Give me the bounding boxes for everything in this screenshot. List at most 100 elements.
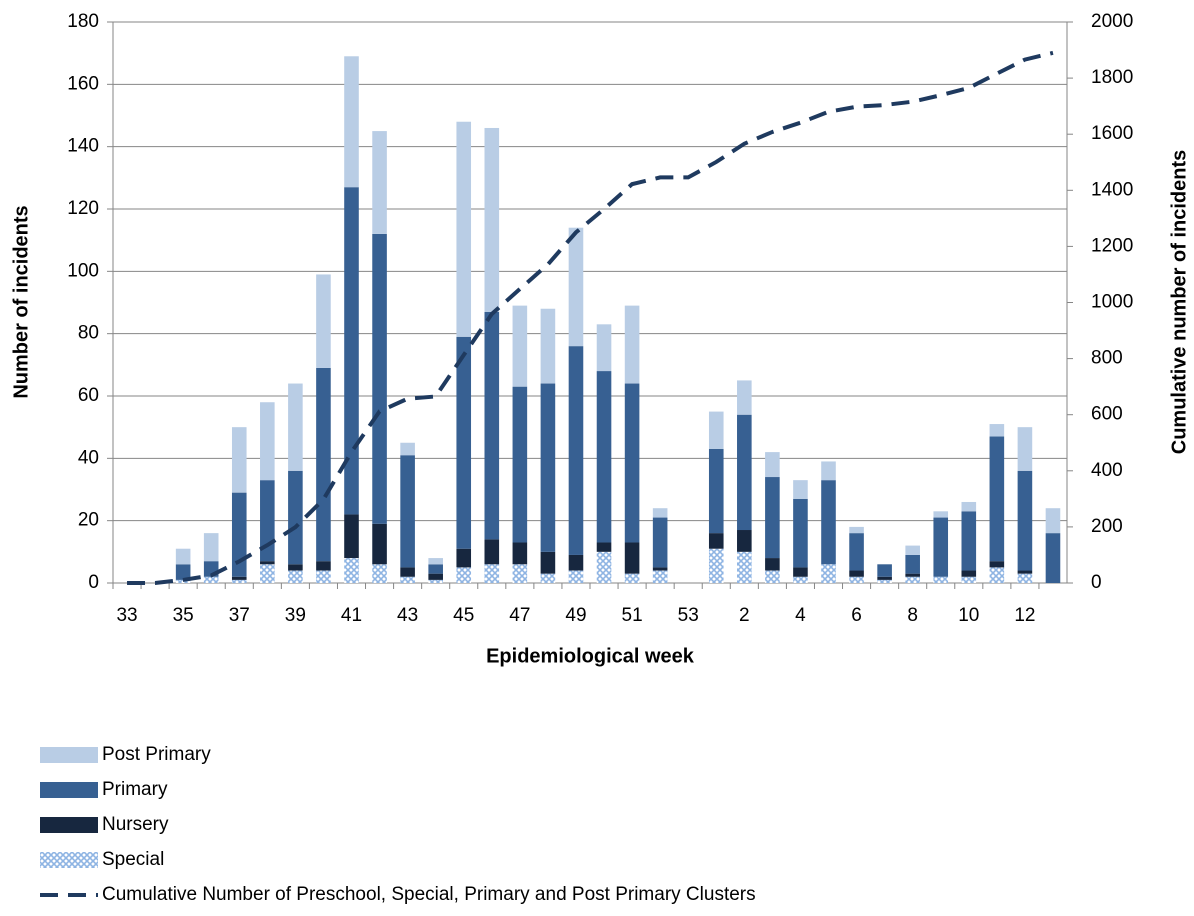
bar-segment <box>372 233 387 524</box>
bar-segment <box>456 121 472 337</box>
bar-segment <box>316 561 331 571</box>
bar-segment <box>316 367 331 562</box>
bar-segment <box>1045 533 1061 583</box>
bar-segment <box>540 308 556 384</box>
y-tick-label: 60 <box>78 385 99 406</box>
bar-segment <box>568 554 584 571</box>
bar-segment <box>1017 427 1033 471</box>
legend-swatch <box>40 747 98 763</box>
y-axis-title: Number of incidents <box>10 205 32 398</box>
y2-tick-label: 1200 <box>1091 235 1133 256</box>
bar-segment <box>708 533 724 549</box>
bar-segment <box>1017 470 1033 571</box>
bar-segment <box>989 424 1005 437</box>
y2-tick-label: 600 <box>1091 404 1123 425</box>
bar-segment <box>512 542 528 565</box>
bar-segment <box>484 564 500 583</box>
bar-segment <box>708 448 724 534</box>
bar-segment <box>737 380 752 415</box>
bar-segment <box>540 551 556 574</box>
bar-segment <box>793 576 808 583</box>
bar-segment <box>203 576 219 583</box>
bar-segment <box>512 564 528 583</box>
bar-segment <box>933 576 949 583</box>
bar-segment <box>624 305 640 384</box>
bar-segment <box>989 567 1005 583</box>
bar-segment <box>568 227 584 347</box>
bar-segment <box>596 371 612 543</box>
bar-segment <box>737 414 752 531</box>
bar-segment <box>821 564 836 583</box>
x-tick-label: 6 <box>851 605 862 626</box>
x-axis-title: Epidemiological week <box>486 645 695 667</box>
bar-segment <box>624 383 640 543</box>
bar-segment <box>260 564 275 583</box>
y2-tick-label: 1000 <box>1091 292 1133 313</box>
y2-tick-label: 2000 <box>1091 11 1133 32</box>
bar-segment <box>400 576 415 583</box>
bar-segment <box>793 498 808 568</box>
bar-segment <box>344 56 359 188</box>
bar-segment <box>821 461 836 481</box>
bar-segment <box>961 570 977 577</box>
bar-segment <box>288 383 303 471</box>
y-tick-label: 120 <box>67 198 99 219</box>
bar-segment <box>288 570 303 583</box>
bar-segment <box>849 576 864 583</box>
bar-segment <box>484 539 500 565</box>
bar-segment <box>708 548 724 583</box>
bar-segment <box>484 311 500 540</box>
bar-segment <box>428 558 443 565</box>
legend-label: Primary <box>102 779 168 800</box>
bar-segment <box>540 573 556 583</box>
bar-segment <box>652 567 668 571</box>
bar-segment <box>456 548 472 568</box>
bar-segment <box>400 442 415 456</box>
bar-segment <box>849 526 864 534</box>
bar-segment <box>652 570 668 583</box>
x-tick-label: 10 <box>958 605 979 626</box>
y-tick-label: 140 <box>67 136 99 157</box>
bar-segment <box>793 567 808 577</box>
bar-segment <box>905 573 920 577</box>
bar-segment <box>456 567 472 583</box>
x-tick-label: 39 <box>285 605 306 626</box>
bar-segment <box>316 274 331 368</box>
bar-segment <box>624 573 640 583</box>
bar-segment <box>961 511 977 571</box>
x-tick-label: 4 <box>795 605 806 626</box>
bar-segment <box>793 480 808 499</box>
x-tick-label: 8 <box>907 605 918 626</box>
bar-segment <box>933 511 949 518</box>
bar-segment <box>821 480 836 565</box>
bar-segment <box>231 579 247 583</box>
x-tick-label: 12 <box>1014 605 1035 626</box>
bar-segment <box>540 383 556 552</box>
y2-tick-label: 1800 <box>1091 67 1133 88</box>
x-tick-label: 49 <box>565 605 586 626</box>
y-tick-label: 180 <box>67 11 99 32</box>
bar-segment <box>989 561 1005 568</box>
bar-segment <box>905 545 920 555</box>
bar-segment <box>849 533 864 571</box>
bar-segment <box>596 551 612 583</box>
legend-swatch <box>40 817 98 833</box>
bar-segment <box>260 561 275 565</box>
bar-segment <box>231 492 247 577</box>
bar-segment <box>596 324 612 372</box>
bar-segment <box>456 336 472 549</box>
bar-segment <box>877 576 892 580</box>
y2-tick-label: 400 <box>1091 460 1123 481</box>
x-tick-label: 35 <box>173 605 194 626</box>
y2-tick-label: 800 <box>1091 348 1123 369</box>
bar-segment <box>203 533 219 562</box>
bar-segment <box>765 452 780 478</box>
x-tick-label: 45 <box>453 605 474 626</box>
bar-segment <box>652 508 668 518</box>
y-tick-label: 20 <box>78 510 99 531</box>
bar-segment <box>737 551 752 583</box>
legend-label: Cumulative Number of Preschool, Special,… <box>102 884 756 905</box>
x-tick-label: 37 <box>229 605 250 626</box>
bar-segment <box>989 436 1005 562</box>
